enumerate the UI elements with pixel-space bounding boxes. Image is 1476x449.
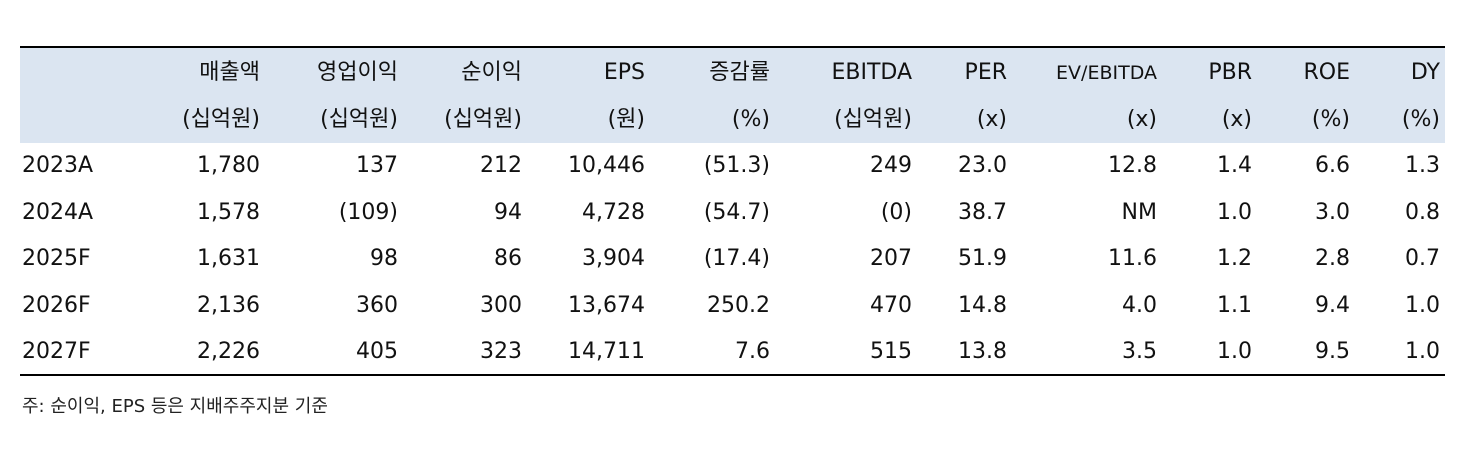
cell-value: 1.0: [1217, 199, 1252, 225]
row-label: 2027F: [22, 339, 91, 364]
cell-value: (0): [880, 199, 912, 225]
cell-value: 1.3: [1405, 153, 1440, 178]
cell-value: 38.7: [958, 199, 1007, 225]
column-name: 순이익: [461, 60, 522, 85]
row-label: 2025F: [22, 246, 91, 271]
cell-value: 2.8: [1315, 246, 1350, 271]
cell-value: 1.4: [1217, 153, 1252, 178]
cell-value: 1.0: [1217, 339, 1252, 364]
cell-value: 137: [356, 153, 398, 178]
cell-value: 1.1: [1217, 292, 1252, 318]
cell-value: 3.5: [1122, 339, 1157, 364]
cell-value: 1,578: [197, 199, 260, 225]
cell-value: 98: [370, 246, 398, 271]
cell-value: 13.8: [958, 339, 1007, 364]
cell-value: 3.0: [1315, 199, 1350, 225]
cell-value: (54.7): [703, 199, 770, 225]
cell-value: NM: [1121, 199, 1157, 225]
cell-value: 1.2: [1217, 246, 1252, 271]
column-name: EBITDA: [831, 60, 912, 85]
column-unit: (십억원): [320, 107, 398, 132]
cell-value: 4,728: [582, 199, 645, 225]
footnote: 주: 순이익, EPS 등은 지배주주지분 기준: [22, 396, 328, 417]
cell-value: 11.6: [1108, 246, 1157, 271]
cell-value: (51.3): [703, 153, 770, 178]
cell-value: 94: [494, 199, 522, 225]
cell-value: 1.0: [1405, 292, 1440, 318]
cell-value: 1,631: [197, 246, 260, 271]
column-name: 영업이익: [317, 60, 398, 85]
cell-value: 515: [870, 339, 912, 364]
cell-value: 1,780: [197, 153, 260, 178]
column-name: PBR: [1208, 60, 1252, 85]
cell-value: 9.4: [1315, 292, 1350, 318]
cell-value: 0.7: [1405, 246, 1440, 271]
header-background: [20, 47, 1445, 143]
column-name: 증감률: [709, 60, 770, 85]
column-unit: (x): [1221, 107, 1252, 132]
cell-value: 250.2: [707, 292, 770, 318]
cell-value: 9.5: [1315, 339, 1350, 364]
cell-value: 1.0: [1405, 339, 1440, 364]
cell-value: 6.6: [1315, 153, 1350, 178]
column-name: PER: [964, 60, 1007, 85]
cell-value: 0.8: [1405, 199, 1440, 225]
cell-value: (109): [338, 199, 398, 225]
cell-value: 3,904: [582, 246, 645, 271]
cell-value: 12.8: [1108, 153, 1157, 178]
cell-value: 51.9: [958, 246, 1007, 271]
cell-value: 86: [494, 246, 522, 271]
column-unit: (x): [976, 107, 1007, 132]
cell-value: 323: [480, 339, 522, 364]
cell-value: 300: [480, 292, 522, 318]
cell-value: 2,226: [197, 339, 260, 364]
cell-value: 470: [870, 292, 912, 318]
cell-value: 2,136: [197, 292, 260, 318]
column-unit: (%): [1311, 107, 1350, 132]
column-name: ROE: [1303, 60, 1350, 85]
cell-value: 4.0: [1122, 292, 1157, 318]
row-label: 2023A: [22, 153, 94, 178]
column-unit: (십억원): [182, 107, 260, 132]
cell-value: (17.4): [703, 246, 770, 271]
column-unit: (%): [731, 107, 770, 132]
column-name: EPS: [603, 60, 645, 85]
top-rule: [20, 46, 1445, 48]
cell-value: 7.6: [735, 339, 770, 364]
column-name: 매출액: [199, 60, 260, 85]
row-label: 2026F: [22, 292, 91, 318]
cell-value: 207: [870, 246, 912, 271]
bottom-rule: [20, 374, 1445, 376]
column-unit: (원): [607, 107, 645, 132]
cell-value: 212: [480, 153, 522, 178]
cell-value: 23.0: [958, 153, 1007, 178]
cell-value: 360: [356, 292, 398, 318]
cell-value: 14.8: [958, 292, 1007, 318]
column-unit: (십억원): [834, 107, 912, 132]
cell-value: 14,711: [568, 339, 645, 364]
row-label: 2024A: [22, 199, 94, 225]
cell-value: 10,446: [568, 153, 645, 178]
cell-value: 405: [356, 339, 398, 364]
column-name: EV/EBITDA: [1056, 62, 1157, 84]
cell-value: 249: [870, 153, 912, 178]
cell-value: 13,674: [568, 292, 645, 318]
column-unit: (십억원): [444, 107, 522, 132]
column-unit: (x): [1126, 107, 1157, 132]
column-name: DY: [1410, 60, 1440, 85]
column-unit: (%): [1401, 107, 1440, 132]
